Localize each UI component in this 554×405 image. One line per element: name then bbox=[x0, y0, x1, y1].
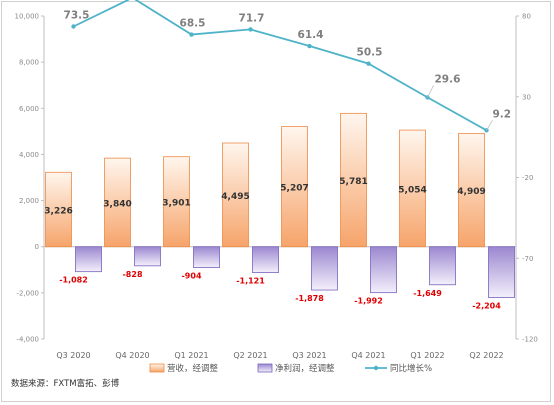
yoy-label-leader bbox=[427, 85, 434, 98]
x-tick-label: Q4 2020 bbox=[115, 351, 149, 360]
bars-layer bbox=[45, 112, 515, 298]
net-profit-value-label: -828 bbox=[122, 270, 142, 279]
yoy-point bbox=[71, 24, 76, 29]
legend: 营收，经调整 净利润，经调整 同比增长% bbox=[149, 363, 432, 374]
revenue-bar bbox=[104, 157, 131, 248]
net-profit-bar bbox=[429, 246, 456, 286]
yoy-value-label: 29.6 bbox=[435, 73, 461, 85]
net-profit-bar bbox=[370, 246, 397, 294]
revenue-value-label: 4,495 bbox=[221, 192, 249, 202]
revenue-value-label: 3,226 bbox=[44, 207, 72, 217]
left-tick-label: 8,000 bbox=[19, 59, 39, 67]
net-profit-value-label: -1,878 bbox=[295, 294, 324, 303]
yoy-growth-line bbox=[73, 0, 487, 132]
left-tick-label: -4,000 bbox=[16, 336, 39, 344]
yoy-point bbox=[189, 32, 194, 37]
revenue-bar bbox=[340, 112, 367, 248]
source-note: 数据来源：FXTM富拓、彭博 bbox=[11, 378, 120, 389]
yoy-value-label: 73.5 bbox=[64, 9, 90, 21]
net-profit-value-label: -904 bbox=[181, 272, 201, 281]
revenue-bar bbox=[458, 133, 485, 248]
x-tick-label: Q2 2022 bbox=[469, 351, 503, 360]
yoy-point bbox=[366, 61, 371, 66]
net-profit-bar bbox=[134, 246, 161, 267]
net-profit-bar bbox=[252, 246, 279, 273]
revenue-bar bbox=[222, 142, 249, 248]
revenue-value-label: 4,909 bbox=[457, 187, 485, 197]
net-profit-bar bbox=[193, 246, 220, 268]
left-tick-label: 4,000 bbox=[19, 151, 39, 159]
x-tick-label: Q3 2021 bbox=[292, 351, 326, 360]
net-profit-bar bbox=[75, 246, 102, 273]
x-tick-label: Q1 2021 bbox=[174, 351, 208, 360]
legend-net-profit-swatch bbox=[257, 363, 273, 373]
yoy-value-label: 9.2 bbox=[493, 108, 512, 120]
revenue-bar bbox=[281, 126, 308, 248]
revenue-bar bbox=[45, 171, 72, 248]
left-tick-label: -2,000 bbox=[16, 289, 39, 297]
revenue-value-label: 5,781 bbox=[339, 177, 367, 187]
left-tick-label: 6,000 bbox=[19, 105, 39, 113]
net-profit-value-label: -1,992 bbox=[354, 297, 383, 306]
net-profit-bar bbox=[311, 246, 338, 291]
net-profit-value-label: -1,082 bbox=[59, 276, 88, 285]
line-layer bbox=[71, 0, 489, 133]
yoy-value-label: 71.7 bbox=[239, 12, 265, 24]
right-tick-label: 80 bbox=[522, 13, 531, 21]
yoy-point bbox=[307, 43, 312, 49]
yoy-value-label: 61.4 bbox=[298, 29, 324, 41]
x-tick-label: Q2 2021 bbox=[233, 351, 267, 360]
net-profit-bar bbox=[488, 246, 515, 298]
legend-net-profit-label: 净利润，经调整 bbox=[275, 363, 335, 374]
x-tick-label: Q4 2021 bbox=[351, 351, 385, 360]
right-tick-label: -20 bbox=[522, 174, 533, 182]
legend-yoy-marker bbox=[373, 365, 379, 371]
net-profit-value-label: -1,121 bbox=[236, 277, 265, 286]
axes-layer: 10,000 8,000 6,000 4,000 2,000 0 -2,000 -4,000 8… bbox=[15, 13, 538, 361]
yoy-label-leader bbox=[486, 120, 493, 131]
net-profit-value-label: -2,204 bbox=[472, 302, 501, 311]
legend-revenue-swatch bbox=[149, 363, 165, 373]
left-tick-label: 0 bbox=[35, 243, 39, 251]
right-tick-label: -120 bbox=[522, 336, 538, 344]
left-tick-label: 10,000 bbox=[15, 13, 40, 21]
revenue-bar bbox=[163, 156, 190, 248]
yoy-point bbox=[248, 27, 253, 32]
x-tick-label: Q1 2022 bbox=[410, 351, 444, 360]
net-profit-value-label: -1,649 bbox=[413, 289, 442, 298]
labels-layer: 3,226 3,840 3,901 4,495 5,207 5,781 5,054 4,909… bbox=[44, 9, 512, 311]
yoy-value-label: 68.5 bbox=[180, 18, 206, 30]
revenue-value-label: 3,840 bbox=[103, 199, 131, 209]
x-tick-label: Q3 2020 bbox=[56, 351, 90, 360]
revenue-bar bbox=[399, 129, 426, 248]
revenue-value-label: 3,901 bbox=[162, 199, 190, 209]
yoy-point bbox=[425, 95, 430, 100]
left-tick-label: 2,000 bbox=[19, 197, 39, 205]
revenue-value-label: 5,207 bbox=[280, 184, 308, 194]
yoy-value-label: 50.5 bbox=[357, 47, 383, 59]
legend-yoy-label: 同比增长% bbox=[390, 363, 432, 374]
right-tick-label: -70 bbox=[522, 255, 533, 263]
right-tick-label: 30 bbox=[522, 93, 531, 101]
revenue-value-label: 5,054 bbox=[398, 185, 426, 195]
legend-revenue-label: 营收，经调整 bbox=[167, 363, 219, 374]
